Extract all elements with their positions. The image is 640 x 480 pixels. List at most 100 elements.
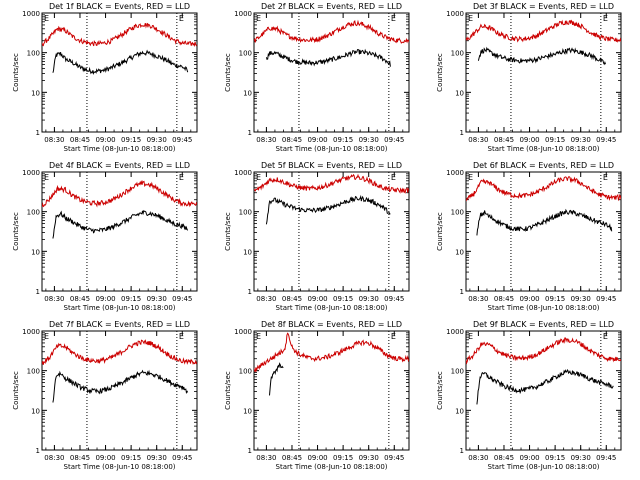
y-tick-label: 1 [248,288,252,296]
x-tick-label: 09:15 [545,295,565,303]
marker-label-e-left: E [468,173,473,182]
y-tick-label: 100 [451,368,464,376]
y-tick-label: 10 [31,248,40,256]
x-tick-label: 09:00 [95,295,115,303]
panel-det-9: Det 9f BLACK = Events, RED = LLD 1 10 100 10… [436,320,622,471]
x-tick-label: 08:45 [282,454,302,462]
panel-title: Det 5f BLACK = Events, RED = LLD [261,161,402,170]
x-axis-label: Start Time (08-Jun-10 08:18:00) [488,145,600,153]
x-tick-label: 09:45 [384,454,404,462]
marker-label-e-left: E [468,332,473,341]
x-tick-label: 09:45 [596,295,616,303]
series-line-events [477,46,606,66]
marker-label-e-right: E [391,173,396,182]
marker-label-e-right: E [391,14,396,23]
y-axis-label: Counts/sec [12,371,20,410]
series-line-lld [254,19,409,44]
y-tick-label: 10 [455,248,464,256]
y-tick-label: 10 [243,407,252,415]
x-tick-label: 09:30 [571,295,591,303]
x-tick-label: 09:00 [307,454,327,462]
series-line-lld [466,337,621,365]
x-tick-label: 09:45 [172,295,192,303]
panel-det-6: Det 6f BLACK = Events, RED = LLD 1 10 100 10… [436,161,622,312]
x-tick-label: 09:00 [95,454,115,462]
marker-label-e-right: E [391,332,396,341]
y-tick-label: 1 [36,447,40,455]
y-axis-label: Counts/sec [224,53,232,92]
y-tick-label: 1000 [22,328,40,336]
y-axis-label: Counts/sec [436,212,444,251]
x-tick-label: 09:30 [147,454,167,462]
series-line-lld [466,19,621,43]
x-tick-label: 09:15 [333,454,353,462]
plot-frame [253,330,410,451]
panel-det-2: Det 2f BLACK = Events, RED = LLD 1 10 100 10… [224,2,410,153]
plot-frame [253,12,410,133]
marker-label-e-right: E [179,332,184,341]
y-tick-label: 1 [36,129,40,137]
x-tick-label: 08:45 [70,136,90,144]
x-tick-label: 08:30 [44,295,64,303]
plot-frame [41,330,198,451]
panel-det-5: Det 5f BLACK = Events, RED = LLD 1 10 100 10… [224,161,410,312]
x-tick-label: 09:45 [596,454,616,462]
plot-frame [465,330,622,451]
x-tick-label: 08:30 [256,295,276,303]
panel-title: Det 8f BLACK = Events, RED = LLD [261,320,402,329]
x-tick-label: 08:30 [44,454,64,462]
x-tick-label: 09:00 [519,295,539,303]
marker-label-e-right: E [179,14,184,23]
x-tick-label: 08:30 [468,136,488,144]
marker-label-e-left: E [44,14,49,23]
x-tick-label: 08:30 [468,454,488,462]
x-tick-label: 09:30 [571,454,591,462]
y-tick-label: 100 [239,368,252,376]
panel-title: Det 1f BLACK = Events, RED = LLD [49,2,190,11]
y-tick-label: 10 [243,248,252,256]
y-tick-label: 1000 [234,169,252,177]
y-tick-label: 10 [455,89,464,97]
x-axis-label: Start Time (08-Jun-10 08:18:00) [488,304,600,312]
y-tick-label: 1000 [446,169,464,177]
x-axis-label: Start Time (08-Jun-10 08:18:00) [64,304,176,312]
y-tick-label: 1000 [234,10,252,18]
marker-label-e-right: E [603,14,608,23]
x-tick-label: 08:45 [70,295,90,303]
panel-det-7: Det 7f BLACK = Events, RED = LLD 1 10 100 10… [12,320,198,471]
y-tick-label: 1 [460,447,464,455]
panel-det-3: Det 3f BLACK = Events, RED = LLD 1 10 100 10… [436,2,622,153]
y-tick-label: 10 [31,407,40,415]
marker-label-e-left: E [256,14,261,23]
x-axis-label: Start Time (08-Jun-10 08:18:00) [276,463,388,471]
y-tick-label: 100 [239,50,252,58]
x-tick-label: 09:15 [333,136,353,144]
marker-label-e-right: E [179,173,184,182]
x-tick-label: 09:30 [359,295,379,303]
y-tick-label: 1000 [22,169,40,177]
marker-label-e-left: E [256,173,261,182]
y-tick-label: 10 [455,407,464,415]
x-tick-label: 09:15 [545,136,565,144]
x-tick-label: 09:00 [95,136,115,144]
y-axis-label: Counts/sec [436,371,444,410]
series-line-events [265,194,391,225]
series-line-events [476,208,613,236]
y-tick-label: 100 [27,368,40,376]
x-tick-label: 09:15 [333,295,353,303]
y-tick-label: 1000 [446,328,464,336]
y-tick-label: 10 [31,89,40,97]
plot-frame [253,171,410,292]
marker-label-e-right: E [603,173,608,182]
y-tick-label: 1 [460,288,464,296]
x-tick-label: 09:15 [545,454,565,462]
series-line-lld [254,332,409,373]
x-tick-label: 09:45 [384,295,404,303]
x-tick-label: 09:00 [519,454,539,462]
y-axis-label: Counts/sec [12,212,20,251]
panel-title: Det 7f BLACK = Events, RED = LLD [49,320,190,329]
x-tick-label: 08:30 [468,295,488,303]
x-axis-label: Start Time (08-Jun-10 08:18:00) [276,304,388,312]
y-tick-label: 1000 [234,328,252,336]
